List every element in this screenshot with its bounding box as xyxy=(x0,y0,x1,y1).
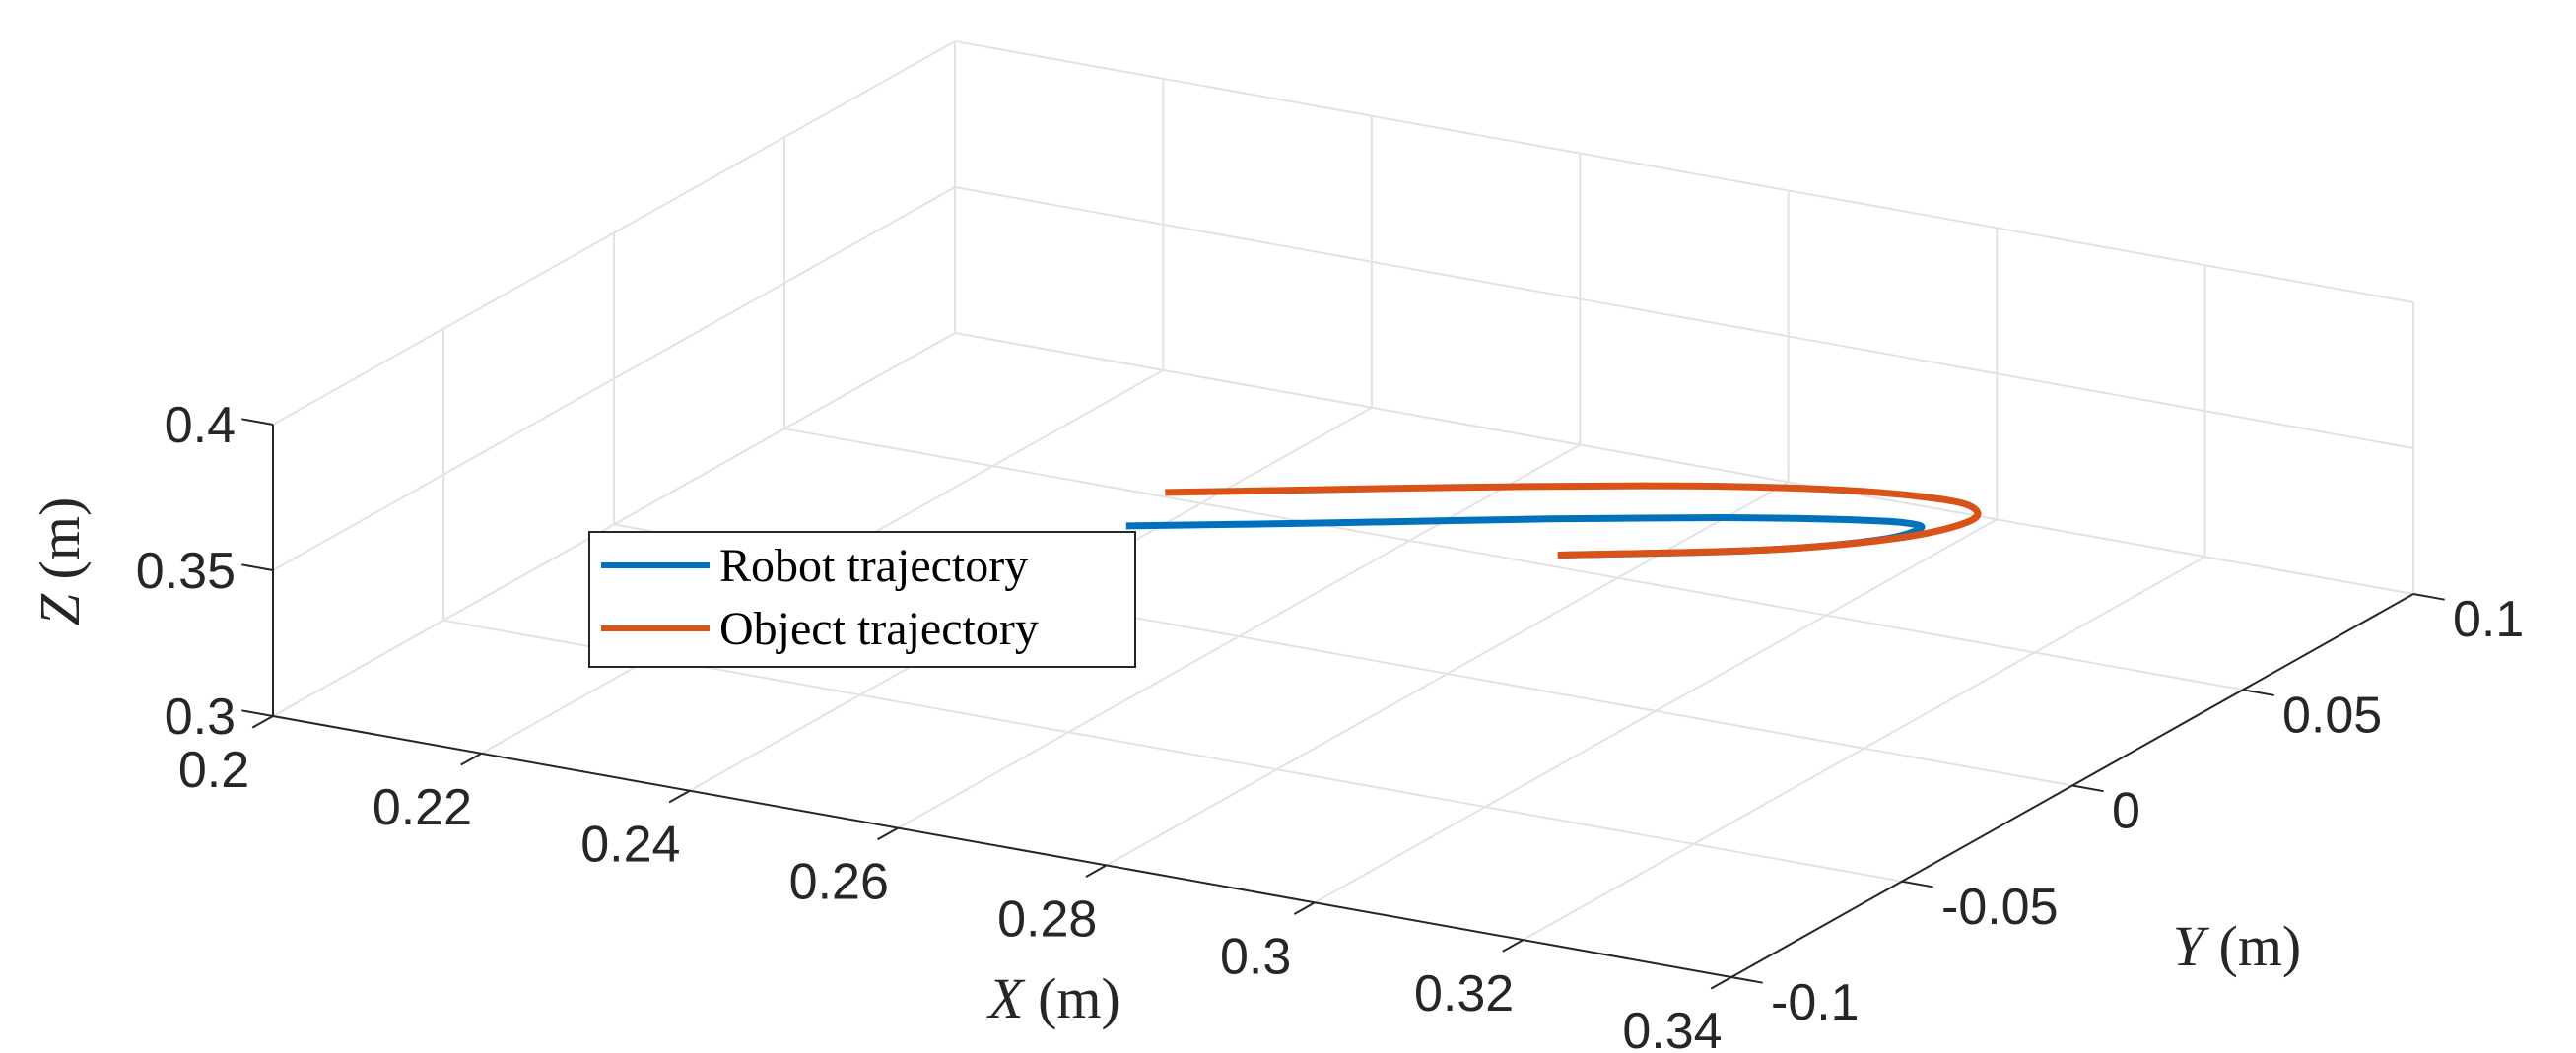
grid-lines xyxy=(272,40,2414,978)
x-axis-label: X (m) xyxy=(986,966,1120,1030)
object-trajectory-line xyxy=(1165,482,1982,559)
x-tick-1 xyxy=(460,752,482,766)
legend-label-object: Object trajectory xyxy=(719,603,1039,655)
axes-lines xyxy=(272,425,2414,978)
x-tick-label-1: 0.22 xyxy=(373,779,472,836)
y-tick-label-4: 0.1 xyxy=(2453,591,2524,648)
y-tick-0 xyxy=(1730,976,1763,984)
legend-box xyxy=(588,531,1136,668)
series-lines xyxy=(1125,482,1982,559)
z-tick-label-2: 0.4 xyxy=(165,397,236,454)
grid-line-z-side-2 xyxy=(272,40,956,426)
x-tick-3 xyxy=(877,826,899,841)
legend: Robot trajectory Object trajectory xyxy=(588,531,1136,668)
x-axis-line xyxy=(272,715,1732,978)
x-tick-7 xyxy=(1710,976,1732,990)
tick-marks xyxy=(241,418,2445,990)
y-tick-2 xyxy=(2071,784,2104,793)
grid-line-z-back-1 xyxy=(954,186,2414,449)
grid-line-z-side-1 xyxy=(272,186,956,571)
x-tick-6 xyxy=(1502,939,1525,953)
x-tick-label-2: 0.24 xyxy=(580,817,680,874)
y-tick-3 xyxy=(2242,689,2274,696)
x-tick-label-7: 0.34 xyxy=(1622,1003,1722,1053)
z-tick-label-1: 0.35 xyxy=(136,543,236,600)
y-tick-label-2: 0 xyxy=(2112,783,2140,840)
y-tick-1 xyxy=(1901,880,1933,888)
x-tick-0 xyxy=(251,715,274,729)
tick-labels: 0.2 0.22 0.24 0.26 0.28 0.3 0.32 0.34 -0.1 -0.05 0… xyxy=(136,397,2525,1053)
x-tick-label-6: 0.32 xyxy=(1414,965,1514,1022)
grid-line-z-back-0 xyxy=(954,332,2414,595)
x-tick-label-5: 0.3 xyxy=(1220,928,1291,985)
x-tick-label-3: 0.26 xyxy=(789,854,889,911)
x-tick-2 xyxy=(668,789,691,804)
y-axis-label: Y (m) xyxy=(2173,914,2302,978)
x-tick-5 xyxy=(1293,901,1316,915)
grid-line-y-floor-3 xyxy=(783,428,2244,691)
grid-line-z-back-2 xyxy=(954,40,2414,303)
legend-label-robot: Robot trajectory xyxy=(719,540,1028,592)
z-axis-label: Z (m) xyxy=(28,497,92,626)
z-tick-label-0: 0.3 xyxy=(165,689,236,746)
z-tick-1 xyxy=(241,563,274,571)
x-tick-label-4: 0.28 xyxy=(997,890,1097,948)
y-tick-4 xyxy=(2412,593,2445,601)
y-tick-label-0: -0.1 xyxy=(1771,974,1860,1031)
x-tick-label-0: 0.2 xyxy=(178,742,249,799)
y-tick-label-1: -0.05 xyxy=(1941,879,2059,936)
z-tick-0 xyxy=(241,709,274,717)
z-tick-2 xyxy=(241,418,274,426)
grid-line-z-side-0 xyxy=(272,332,956,717)
x-tick-4 xyxy=(1085,864,1108,878)
y-tick-label-3: 0.05 xyxy=(2282,687,2382,744)
